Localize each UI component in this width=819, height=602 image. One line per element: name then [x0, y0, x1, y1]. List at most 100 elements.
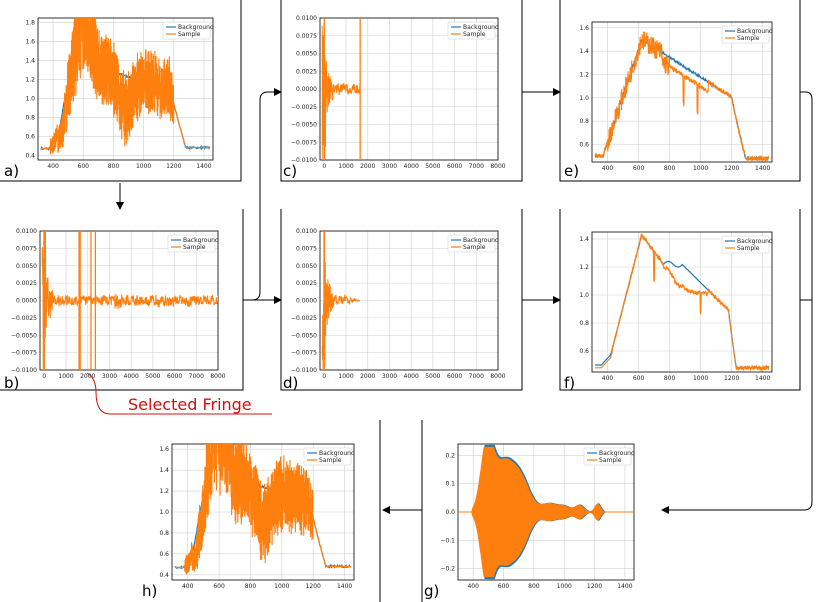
- y-tick-label: 1.4: [25, 58, 35, 65]
- legend-label-sample: Sample: [178, 31, 201, 38]
- legend-label-background: Background: [737, 28, 773, 35]
- x-tick-label: 1200: [587, 583, 602, 590]
- series-sample: [321, 231, 361, 370]
- x-tick-label: 4000: [124, 373, 139, 380]
- x-tick-label: 1400: [617, 583, 632, 590]
- y-tick-label: 0.0100: [296, 15, 317, 22]
- y-tick-label: 0.0000: [16, 298, 37, 305]
- panel-e-axes: [591, 21, 773, 163]
- panel-e-label: e): [564, 162, 579, 180]
- x-tick-label: 6000: [167, 373, 182, 380]
- panel-a-frame: [0, 0, 242, 182]
- x-tick-label: 400: [602, 165, 614, 172]
- panel-b-series: [41, 231, 218, 370]
- x-tick-label: 1200: [724, 165, 739, 172]
- x-tick-label: 0: [322, 163, 326, 170]
- panel-f-series: [595, 233, 770, 372]
- x-tick-label: 0: [322, 373, 326, 380]
- y-tick-label: −0.0075: [291, 350, 317, 357]
- panel-b: 0 1000 2000 3000 4000 5000 6000 7000 8000 −0.0100…: [4, 228, 226, 392]
- x-tick-label: 7000: [469, 163, 484, 170]
- y-tick-label: 0.4: [159, 572, 169, 579]
- x-tick-label: 0: [42, 373, 46, 380]
- series-sample: [595, 233, 770, 372]
- x-tick-label: 600: [213, 583, 225, 590]
- y-tick-label: 1.2: [579, 72, 589, 79]
- y-tick-label: 1.2: [25, 77, 35, 84]
- y-tick-label: 0.1: [445, 481, 455, 488]
- y-tick-label: 1.2: [579, 264, 589, 271]
- y-tick-label: 0.0050: [296, 51, 317, 58]
- legend-label-background: Background: [463, 237, 499, 244]
- panel-a-axes: [37, 17, 214, 161]
- y-tick-label: 0.0075: [16, 245, 37, 252]
- legend-label-background: Background: [463, 24, 499, 31]
- y-tick-label: −0.0075: [11, 350, 37, 357]
- x-tick-label: 1400: [755, 375, 770, 382]
- y-tick-label: 0.2: [445, 452, 455, 459]
- panel-f-label: f): [564, 374, 575, 392]
- x-tick-label: 5000: [425, 163, 440, 170]
- y-tick-label: 1.0: [579, 95, 589, 102]
- panel-c-axes: [319, 17, 499, 161]
- y-tick-label: 0.0100: [296, 228, 317, 235]
- y-tick-label: 0.0075: [296, 33, 317, 40]
- y-tick-label: 0.0050: [16, 263, 37, 270]
- y-tick-label: −0.0050: [291, 332, 317, 339]
- y-tick-label: 0.0000: [296, 298, 317, 305]
- y-tick-label: −0.0050: [291, 122, 317, 129]
- y-tick-label: 0.0050: [296, 263, 317, 270]
- legend-label-sample: Sample: [737, 245, 760, 252]
- y-tick-label: 0.0075: [296, 245, 317, 252]
- y-tick-label: 0.6: [159, 551, 169, 558]
- y-tick-label: 0.6: [25, 133, 35, 140]
- y-tick-label: 1.6: [25, 39, 35, 46]
- y-tick-label: −0.0075: [291, 139, 317, 146]
- y-tick-label: −0.0100: [11, 367, 37, 374]
- panel-f-axes: [591, 231, 773, 373]
- y-tick-label: 1.2: [159, 488, 169, 495]
- x-tick-label: 400: [182, 583, 194, 590]
- x-tick-label: 600: [633, 375, 645, 382]
- y-tick-label: −0.0100: [291, 367, 317, 374]
- y-tick-label: −0.0050: [11, 332, 37, 339]
- x-tick-label: 3000: [382, 373, 397, 380]
- panel-c: 0 1000 2000 3000 4000 5000 6000 7000 8000 −0.0100…: [283, 15, 506, 180]
- panel-g-label: g): [424, 582, 439, 600]
- y-tick-label: −0.2: [440, 566, 455, 573]
- panel-d: 0 1000 2000 3000 4000 5000 6000 7000 8000 −0.0100…: [283, 228, 506, 392]
- x-tick-label: 1000: [338, 373, 353, 380]
- x-tick-label: 1400: [337, 583, 352, 590]
- y-tick-label: 0.8: [579, 320, 589, 327]
- panel-h-series: [174, 444, 352, 575]
- y-tick-label: −0.0100: [291, 157, 317, 164]
- x-tick-label: 1200: [724, 375, 739, 382]
- fringe-pointer-line: [86, 372, 272, 415]
- y-tick-label: 1.0: [579, 292, 589, 299]
- x-tick-label: 7000: [469, 373, 484, 380]
- x-tick-label: 1000: [693, 165, 708, 172]
- legend-label-background: Background: [599, 450, 635, 457]
- y-tick-label: 1.4: [159, 467, 169, 474]
- y-tick-label: 0.0025: [296, 68, 317, 75]
- y-tick-label: 0.8: [25, 114, 35, 121]
- y-tick-label: 1.0: [159, 509, 169, 516]
- y-tick-label: 1.4: [579, 48, 589, 55]
- legend-box: [303, 447, 352, 466]
- series-background: [595, 233, 769, 369]
- legend-box: [583, 447, 632, 466]
- x-tick-label: 800: [528, 583, 540, 590]
- x-tick-label: 1000: [274, 583, 289, 590]
- y-tick-label: 1.8: [25, 20, 35, 27]
- panel-e-series: [594, 31, 770, 162]
- y-tick-label: 0.0: [445, 509, 455, 516]
- legend-label-background: Background: [178, 24, 214, 31]
- x-tick-label: 6000: [447, 163, 462, 170]
- series-sample: [41, 18, 210, 155]
